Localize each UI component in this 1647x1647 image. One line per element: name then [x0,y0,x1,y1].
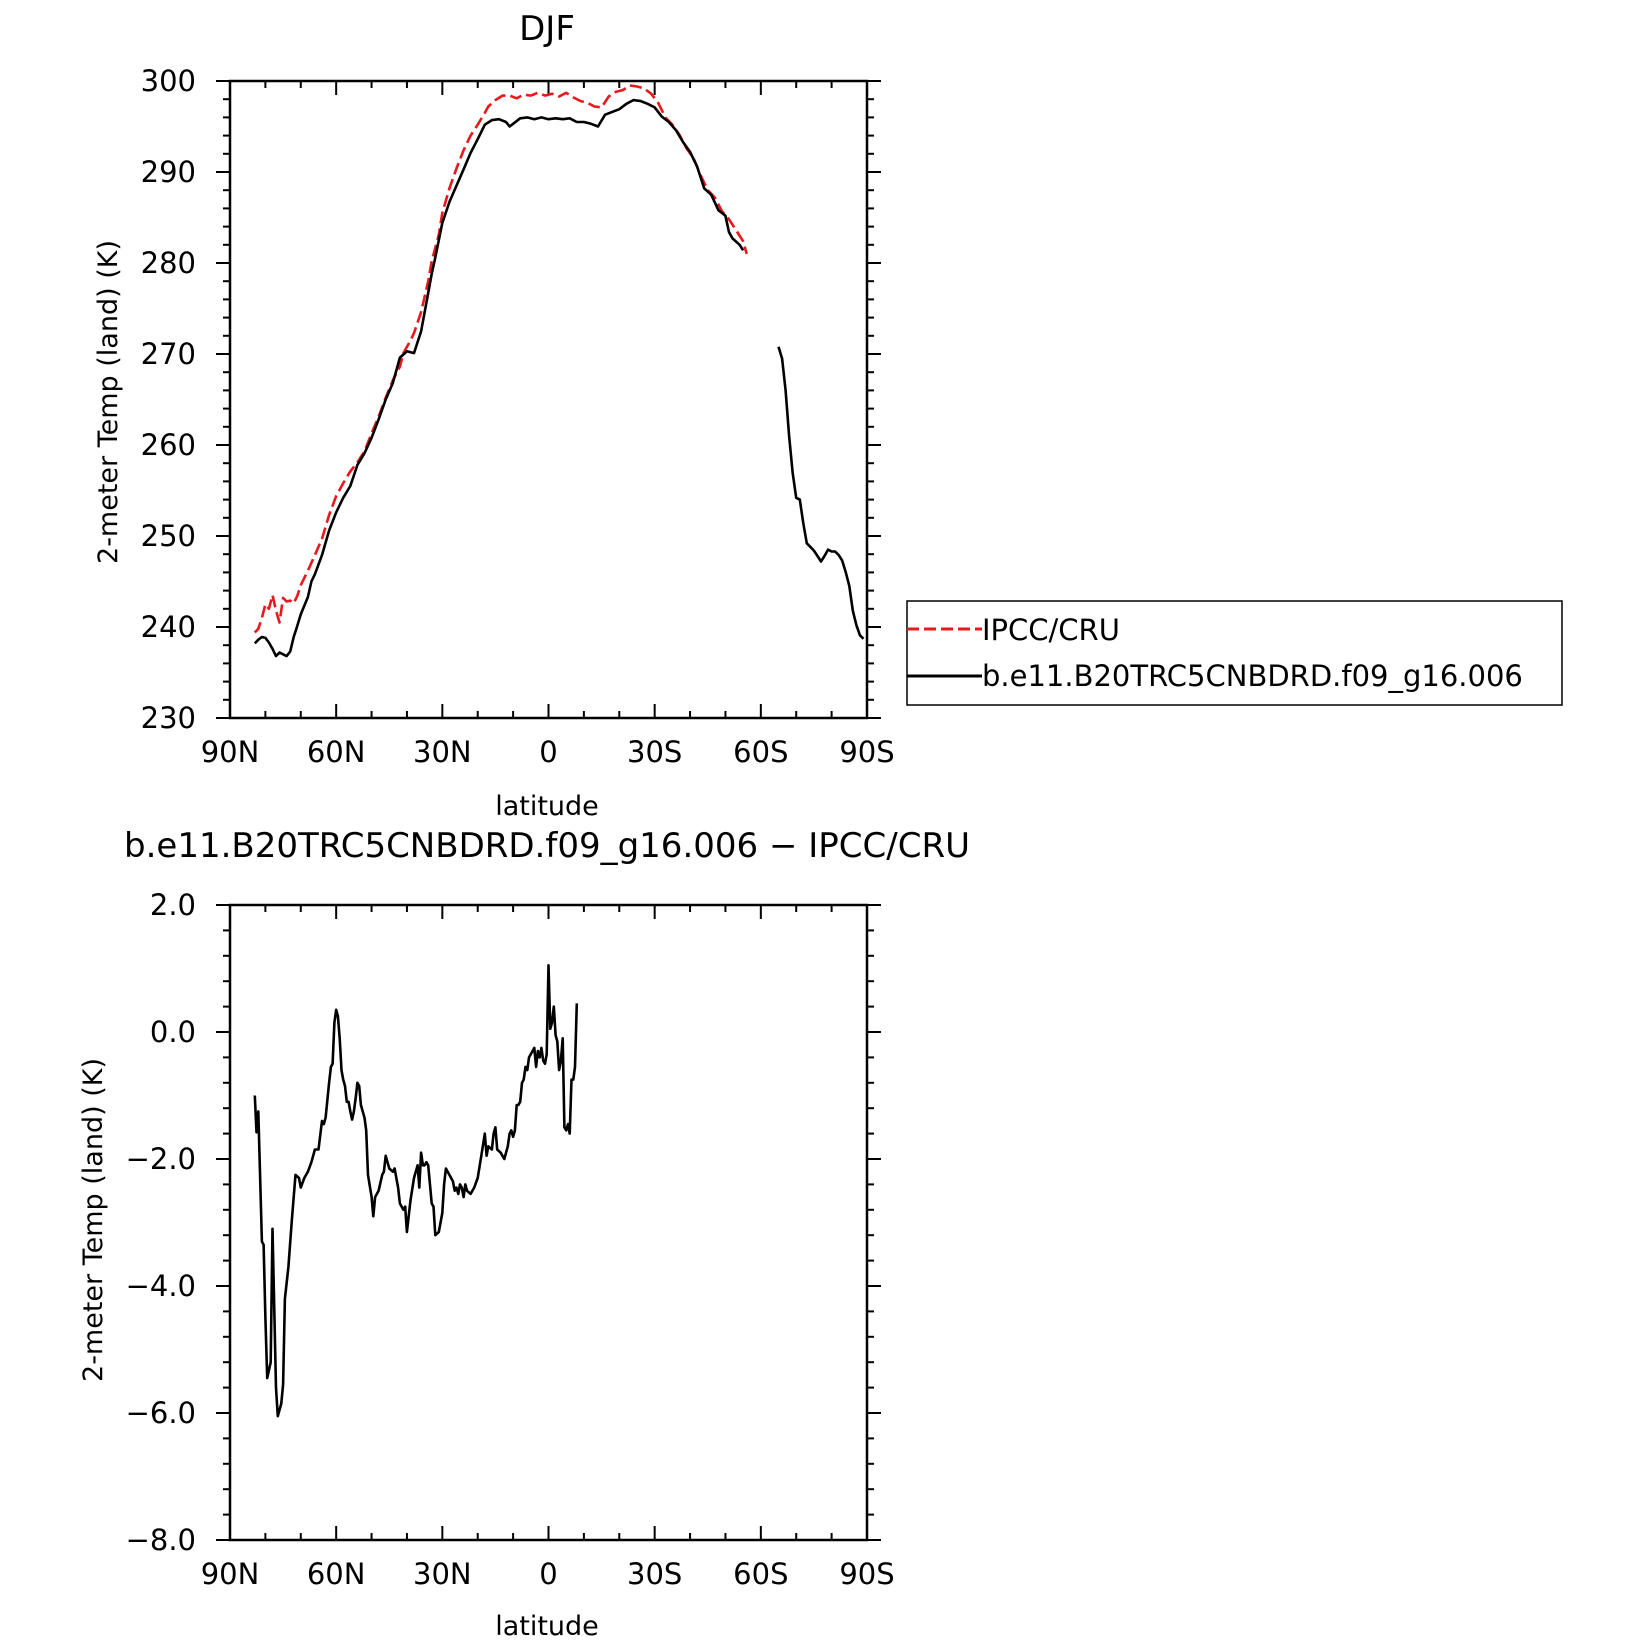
top-plot-area: 90N 60N 30N 0 30S 60S 90S 230 240 250 260 270 280 290… [141,64,895,769]
bottom-x-tick-label: 90S [839,1557,894,1591]
top-plot-frame [228,79,869,720]
top-y-tick-label: 300 [141,64,196,98]
top-x-tick-label: 60N [307,735,366,769]
top-x-tick-label: 30S [627,735,682,769]
top-x-tick-label: 60S [733,735,788,769]
top-series-line-1 [777,346,865,640]
top-chart-title: DJF [519,9,575,49]
bottom-x-tick-label: 0 [539,1557,557,1591]
bottom-x-tick-label: 90N [201,1557,260,1591]
bottom-x-tick-label: 30S [627,1557,682,1591]
top-panel: DJF 90N 60N 30N 0 30S 60S 90S 230 240 250 260 270 28… [93,9,895,822]
bottom-panel: b.e11.B20TRC5CNBDRD.f09_g16.006 − IPCC/C… [78,826,970,1642]
bottom-y-tick-label: 2.0 [150,888,196,922]
top-y-tick-label: 290 [141,155,196,189]
bottom-chart-title: b.e11.B20TRC5CNBDRD.f09_g16.006 − IPCC/C… [124,826,970,866]
top-y-tick-label: 280 [141,246,196,280]
legend-label-model: b.e11.B20TRC5CNBDRD.f09_g16.006 [982,659,1523,693]
top-x-tick-label: 0 [539,735,557,769]
legend-label-ipcc-cru: IPCC/CRU [982,613,1120,647]
bottom-y-tick-label: −6.0 [126,1396,196,1430]
top-x-tick-label: 30N [413,735,472,769]
bottom-series-line-0 [253,964,579,1418]
bottom-x-tick-label: 60N [307,1557,366,1591]
top-y-tick-label: 260 [141,428,196,462]
legend-box [906,600,1563,706]
top-x-axis-label: latitude [495,791,599,822]
bottom-x-tick-label: 30N [413,1557,472,1591]
top-x-tick-label: 90N [201,735,260,769]
bottom-y-axis-label: 2-meter Temp (land) (K) [78,1058,109,1382]
bottom-x-tick-label: 60S [733,1557,788,1591]
bottom-plot-area: 90N 60N 30N 0 30S 60S 90S −8.0 −6.0 −4.0 −2.0 0.0 2.… [126,888,895,1591]
bottom-x-axis-label: latitude [495,1611,599,1642]
top-y-tick-label: 250 [141,519,196,553]
top-y-axis-label: 2-meter Temp (land) (K) [93,240,124,564]
bottom-y-tick-label: 0.0 [150,1015,196,1049]
top-y-tick-label: 240 [141,610,196,644]
top-series-line-1 [253,98,745,658]
top-x-tick-label: 90S [839,735,894,769]
top-y-tick-label: 230 [141,701,196,735]
bottom-y-tick-label: −2.0 [126,1142,196,1176]
bottom-y-tick-label: −8.0 [126,1523,196,1557]
legend: IPCC/CRU b.e11.B20TRC5CNBDRD.f09_g16.006 [906,600,1563,706]
top-y-tick-label: 270 [141,337,196,371]
bottom-y-tick-label: −4.0 [126,1269,196,1303]
top-series-line-0 [253,84,748,634]
